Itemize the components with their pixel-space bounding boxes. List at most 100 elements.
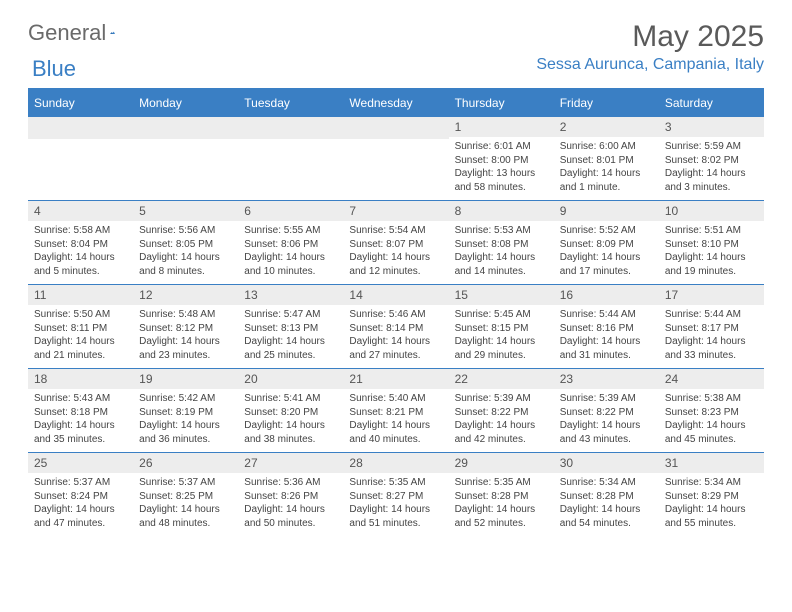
sunrise-label: Sunrise: bbox=[34, 477, 73, 488]
day-number: 13 bbox=[238, 285, 343, 305]
sunset-value: 8:25 PM bbox=[176, 491, 213, 502]
sunrise-label: Sunrise: bbox=[139, 309, 178, 320]
daylight-label: Daylight: bbox=[139, 504, 181, 515]
daylight-label: Daylight: bbox=[349, 504, 391, 515]
sunrise-value: 5:51 AM bbox=[704, 225, 741, 236]
sunrise-line: Sunrise: 5:44 AM bbox=[560, 308, 653, 322]
sunset-value: 8:02 PM bbox=[702, 155, 739, 166]
sunset-label: Sunset: bbox=[455, 155, 492, 166]
daylight-label: Daylight: bbox=[455, 168, 497, 179]
sunrise-line: Sunrise: 5:48 AM bbox=[139, 308, 232, 322]
sunset-line: Sunset: 8:23 PM bbox=[665, 406, 758, 420]
day-number: 17 bbox=[659, 285, 764, 305]
sunset-value: 8:19 PM bbox=[176, 407, 213, 418]
sunrise-value: 5:34 AM bbox=[599, 477, 636, 488]
calendar-cell bbox=[238, 117, 343, 201]
daylight-label: Daylight: bbox=[244, 252, 286, 263]
sunset-label: Sunset: bbox=[34, 239, 71, 250]
sunrise-line: Sunrise: 5:38 AM bbox=[665, 392, 758, 406]
day-number: 19 bbox=[133, 369, 238, 389]
sunset-label: Sunset: bbox=[244, 239, 281, 250]
sunset-value: 8:05 PM bbox=[176, 239, 213, 250]
daylight-line: Daylight: 14 hours and 52 minutes. bbox=[455, 503, 548, 530]
title-block: May 2025 Sessa Aurunca, Campania, Italy bbox=[536, 20, 764, 74]
calendar-cell: 21Sunrise: 5:40 AMSunset: 8:21 PMDayligh… bbox=[343, 369, 448, 453]
calendar-cell: 14Sunrise: 5:46 AMSunset: 8:14 PMDayligh… bbox=[343, 285, 448, 369]
sunset-label: Sunset: bbox=[560, 239, 597, 250]
sunrise-value: 5:52 AM bbox=[599, 225, 636, 236]
daylight-label: Daylight: bbox=[455, 252, 497, 263]
daylight-label: Daylight: bbox=[560, 420, 602, 431]
sunrise-label: Sunrise: bbox=[455, 141, 494, 152]
day-number: 25 bbox=[28, 453, 133, 473]
daylight-label: Daylight: bbox=[455, 504, 497, 515]
day-number: 6 bbox=[238, 201, 343, 221]
daylight-label: Daylight: bbox=[349, 252, 391, 263]
day-number: 14 bbox=[343, 285, 448, 305]
sunrise-line: Sunrise: 5:36 AM bbox=[244, 476, 337, 490]
calendar-cell: 28Sunrise: 5:35 AMSunset: 8:27 PMDayligh… bbox=[343, 453, 448, 537]
sunset-line: Sunset: 8:29 PM bbox=[665, 490, 758, 504]
daylight-line: Daylight: 14 hours and 38 minutes. bbox=[244, 419, 337, 446]
sunset-label: Sunset: bbox=[34, 407, 71, 418]
day-number: 5 bbox=[133, 201, 238, 221]
sunset-line: Sunset: 8:25 PM bbox=[139, 490, 232, 504]
day-body: Sunrise: 5:52 AMSunset: 8:09 PMDaylight:… bbox=[554, 221, 659, 284]
sunset-line: Sunset: 8:21 PM bbox=[349, 406, 442, 420]
day-number: 8 bbox=[449, 201, 554, 221]
calendar-cell: 4Sunrise: 5:58 AMSunset: 8:04 PMDaylight… bbox=[28, 201, 133, 285]
calendar-body: 1Sunrise: 6:01 AMSunset: 8:00 PMDaylight… bbox=[28, 117, 764, 537]
daylight-line: Daylight: 14 hours and 36 minutes. bbox=[139, 419, 232, 446]
day-number: 1 bbox=[449, 117, 554, 137]
sunset-line: Sunset: 8:08 PM bbox=[455, 238, 548, 252]
weekday-header: Monday bbox=[133, 90, 238, 117]
day-number-empty bbox=[133, 117, 238, 139]
sunset-line: Sunset: 8:28 PM bbox=[560, 490, 653, 504]
sunset-value: 8:15 PM bbox=[491, 323, 528, 334]
calendar-cell: 25Sunrise: 5:37 AMSunset: 8:24 PMDayligh… bbox=[28, 453, 133, 537]
calendar-cell: 29Sunrise: 5:35 AMSunset: 8:28 PMDayligh… bbox=[449, 453, 554, 537]
sunset-line: Sunset: 8:01 PM bbox=[560, 154, 653, 168]
sunrise-value: 6:00 AM bbox=[599, 141, 636, 152]
weekday-header: Friday bbox=[554, 90, 659, 117]
sunset-value: 8:01 PM bbox=[596, 155, 633, 166]
calendar-cell: 2Sunrise: 6:00 AMSunset: 8:01 PMDaylight… bbox=[554, 117, 659, 201]
day-body: Sunrise: 5:54 AMSunset: 8:07 PMDaylight:… bbox=[343, 221, 448, 284]
sunrise-value: 5:43 AM bbox=[73, 393, 110, 404]
daylight-line: Daylight: 14 hours and 42 minutes. bbox=[455, 419, 548, 446]
calendar-row: 4Sunrise: 5:58 AMSunset: 8:04 PMDaylight… bbox=[28, 201, 764, 285]
calendar-cell: 23Sunrise: 5:39 AMSunset: 8:22 PMDayligh… bbox=[554, 369, 659, 453]
daylight-label: Daylight: bbox=[139, 252, 181, 263]
calendar-cell: 30Sunrise: 5:34 AMSunset: 8:28 PMDayligh… bbox=[554, 453, 659, 537]
day-body: Sunrise: 5:58 AMSunset: 8:04 PMDaylight:… bbox=[28, 221, 133, 284]
sunrise-value: 5:41 AM bbox=[284, 393, 321, 404]
calendar-cell bbox=[343, 117, 448, 201]
day-number-empty bbox=[238, 117, 343, 139]
day-body: Sunrise: 5:43 AMSunset: 8:18 PMDaylight:… bbox=[28, 389, 133, 452]
calendar-cell: 3Sunrise: 5:59 AMSunset: 8:02 PMDaylight… bbox=[659, 117, 764, 201]
flag-icon bbox=[110, 24, 115, 42]
sunrise-label: Sunrise: bbox=[139, 477, 178, 488]
daylight-line: Daylight: 14 hours and 3 minutes. bbox=[665, 167, 758, 194]
daylight-label: Daylight: bbox=[665, 420, 707, 431]
day-body: Sunrise: 5:35 AMSunset: 8:28 PMDaylight:… bbox=[449, 473, 554, 536]
calendar-cell: 19Sunrise: 5:42 AMSunset: 8:19 PMDayligh… bbox=[133, 369, 238, 453]
sunset-value: 8:22 PM bbox=[596, 407, 633, 418]
sunrise-line: Sunrise: 5:35 AM bbox=[455, 476, 548, 490]
sunrise-line: Sunrise: 5:42 AM bbox=[139, 392, 232, 406]
day-number-empty bbox=[28, 117, 133, 139]
sunrise-label: Sunrise: bbox=[139, 225, 178, 236]
sunrise-label: Sunrise: bbox=[560, 309, 599, 320]
sunset-line: Sunset: 8:04 PM bbox=[34, 238, 127, 252]
sunset-label: Sunset: bbox=[34, 323, 71, 334]
sunrise-label: Sunrise: bbox=[665, 477, 704, 488]
sunrise-value: 5:53 AM bbox=[494, 225, 531, 236]
day-body: Sunrise: 5:59 AMSunset: 8:02 PMDaylight:… bbox=[659, 137, 764, 200]
day-body: Sunrise: 6:00 AMSunset: 8:01 PMDaylight:… bbox=[554, 137, 659, 200]
daylight-label: Daylight: bbox=[665, 168, 707, 179]
daylight-label: Daylight: bbox=[349, 336, 391, 347]
day-number: 22 bbox=[449, 369, 554, 389]
day-body-empty bbox=[133, 139, 238, 200]
sunset-line: Sunset: 8:17 PM bbox=[665, 322, 758, 336]
sunset-value: 8:17 PM bbox=[702, 323, 739, 334]
